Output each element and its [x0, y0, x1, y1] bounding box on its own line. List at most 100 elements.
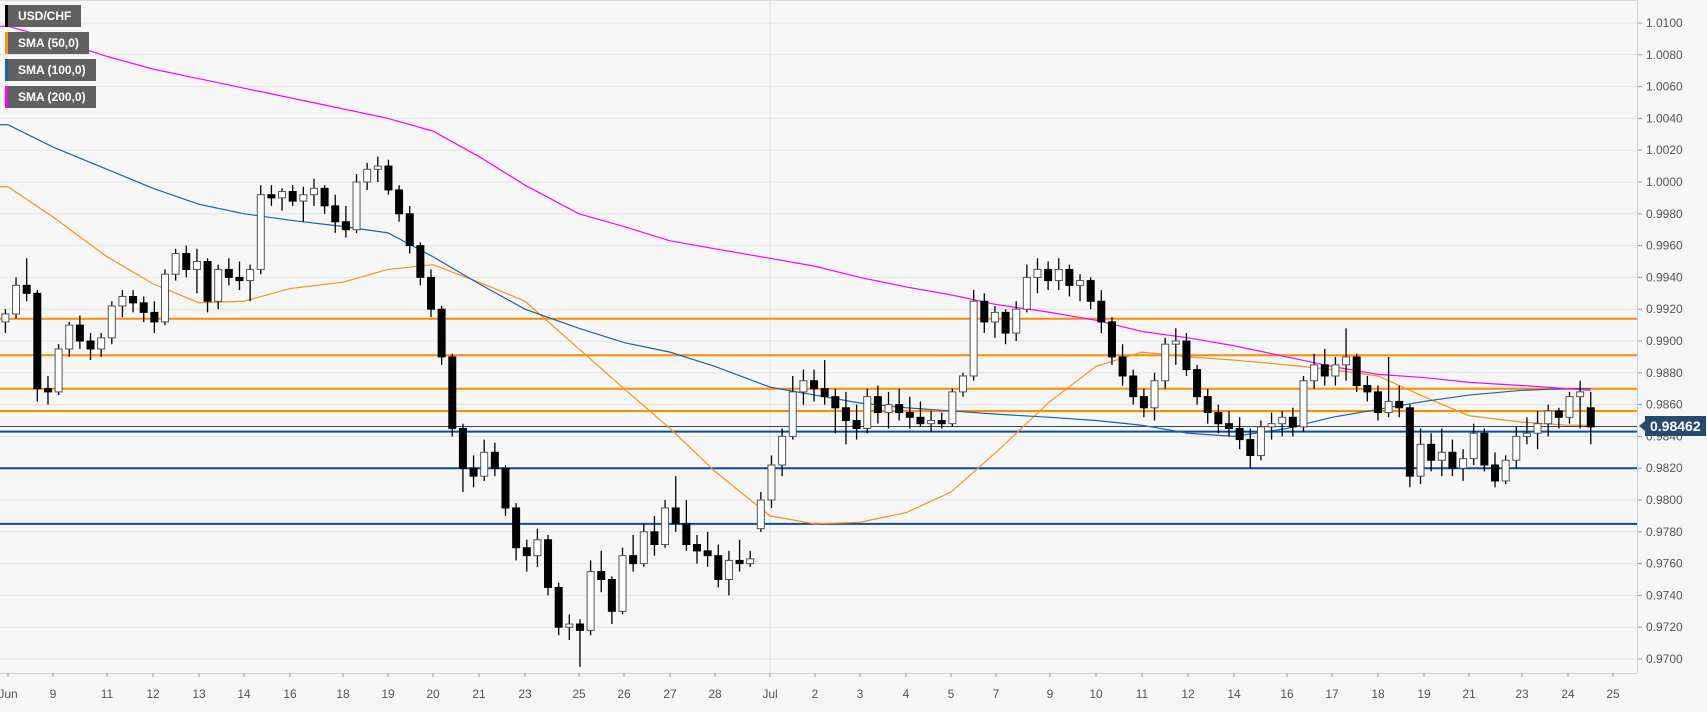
candle-body: [1097, 300, 1106, 323]
candle: [490, 442, 499, 477]
candle: [65, 321, 74, 357]
candle: [299, 186, 308, 222]
candle-body: [767, 464, 776, 501]
candle-body: [1373, 391, 1382, 414]
candle-body: [937, 420, 946, 425]
candle: [990, 306, 999, 338]
y-tick-label: 1.0000: [1646, 175, 1683, 189]
legend-item-symbol[interactable]: USD/CHF: [5, 5, 82, 27]
candle-body: [320, 187, 329, 207]
candle-body: [522, 547, 531, 557]
candle-body: [1437, 451, 1446, 461]
candle: [384, 159, 393, 195]
candle: [1193, 364, 1202, 405]
candle: [235, 261, 244, 291]
candle: [799, 369, 808, 405]
x-tick-label: 27: [663, 687, 677, 701]
candle: [1395, 385, 1404, 418]
candle-body: [1129, 375, 1138, 398]
candle: [1384, 356, 1393, 418]
candle: [203, 258, 212, 313]
candle-body: [873, 396, 882, 414]
candle-body: [1469, 432, 1478, 460]
x-tick-label: 9: [1047, 687, 1054, 701]
candle: [905, 396, 914, 429]
candle: [1129, 369, 1138, 405]
candle-body: [1076, 280, 1085, 286]
candle-body: [1331, 364, 1340, 377]
candle-body: [1405, 407, 1414, 477]
candle: [1139, 388, 1148, 418]
candle: [1373, 385, 1382, 421]
candle: [129, 290, 138, 313]
candle: [533, 528, 542, 567]
candle: [618, 547, 627, 615]
candle-body: [895, 404, 904, 414]
legend-item-sma100[interactable]: SMA (100,0): [5, 59, 96, 81]
candle: [1086, 277, 1095, 310]
candle: [1214, 404, 1223, 434]
x-tick-label: 11: [1136, 687, 1149, 701]
candle: [1107, 317, 1116, 365]
x-tick-label: 12: [1181, 687, 1195, 701]
candle-body: [1065, 268, 1074, 286]
candle-body: [1342, 356, 1351, 366]
candle: [437, 306, 446, 365]
candle-body: [1171, 340, 1180, 345]
candle-body: [969, 300, 978, 377]
candle: [714, 544, 723, 588]
candle-body: [97, 337, 106, 350]
candle-body: [746, 558, 755, 565]
candle-body: [788, 391, 797, 437]
legend-item-sma50[interactable]: SMA (50,0): [5, 32, 89, 54]
candle: [937, 412, 946, 429]
candle-body: [448, 356, 457, 429]
candle-body: [203, 261, 212, 302]
candle-body: [182, 253, 191, 270]
candle-body: [1118, 356, 1127, 377]
candle: [575, 619, 584, 667]
candle-body: [565, 623, 574, 628]
candle-body: [1225, 423, 1233, 429]
candle-body: [980, 300, 989, 323]
y-tick-label: 0.9880: [1646, 366, 1683, 380]
candle: [86, 333, 95, 361]
candle: [309, 178, 318, 206]
legend-item-sma200[interactable]: SMA (200,0): [5, 86, 96, 108]
candle-body: [341, 221, 350, 231]
x-tick-label: 25: [1606, 687, 1620, 701]
candle-body: [224, 268, 233, 278]
x-tick-label: 21: [1462, 687, 1476, 701]
candle: [948, 388, 957, 427]
candle: [1171, 328, 1180, 365]
x-tick-label: 23: [1515, 687, 1529, 701]
candle-body: [75, 324, 84, 342]
candle: [597, 550, 606, 593]
candle-body: [1182, 340, 1191, 371]
candle-body: [22, 284, 31, 294]
candle: [1512, 426, 1521, 469]
candle: [724, 550, 733, 596]
y-tick-label: 0.9800: [1646, 493, 1683, 507]
candle: [1256, 420, 1265, 461]
candle-body: [1086, 280, 1095, 302]
candle-body: [1267, 423, 1276, 428]
candle: [1576, 380, 1585, 429]
y-tick-label: 0.9860: [1646, 398, 1683, 412]
candle: [1033, 258, 1042, 294]
candle: [246, 264, 255, 302]
candle: [735, 539, 744, 572]
sma100-color-swatch: [5, 59, 8, 81]
candle: [224, 258, 233, 286]
candle-body: [831, 396, 840, 409]
candle: [1416, 428, 1425, 485]
candle-body: [246, 268, 255, 282]
candle-body: [363, 168, 372, 183]
x-tick-label: 14: [237, 687, 251, 701]
candle-body: [1203, 396, 1212, 414]
candle-body: [458, 427, 467, 469]
y-tick-label: 1.0060: [1646, 80, 1683, 94]
candle-body: [1522, 432, 1531, 437]
candle: [1320, 348, 1329, 386]
